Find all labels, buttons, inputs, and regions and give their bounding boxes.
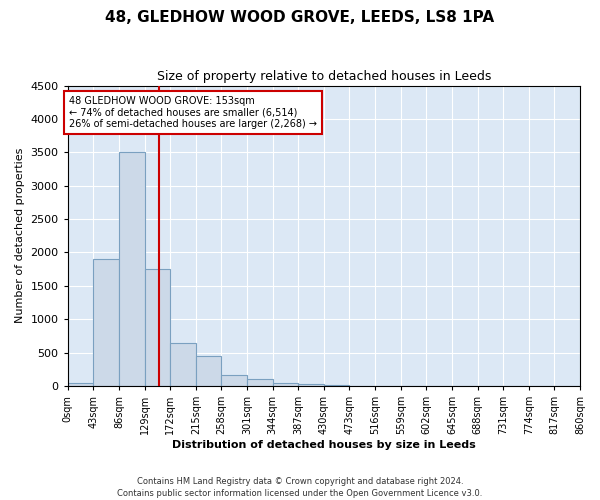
Text: 48 GLEDHOW WOOD GROVE: 153sqm
← 74% of detached houses are smaller (6,514)
26% o: 48 GLEDHOW WOOD GROVE: 153sqm ← 74% of d… (69, 96, 317, 129)
Bar (119, 152, 145, 386)
Title: Size of property relative to detached houses in Leeds: Size of property relative to detached ho… (157, 70, 491, 83)
Text: 48, GLEDHOW WOOD GROVE, LEEDS, LS8 1PA: 48, GLEDHOW WOOD GROVE, LEEDS, LS8 1PA (106, 10, 494, 25)
Bar (68, 382, 94, 386)
Bar (272, 382, 298, 386)
Y-axis label: Number of detached properties: Number of detached properties (15, 148, 25, 324)
Bar (221, 375, 247, 386)
X-axis label: Distribution of detached houses by size in Leeds: Distribution of detached houses by size … (172, 440, 476, 450)
Bar (247, 380, 272, 386)
Bar (94, 259, 119, 386)
Bar (324, 385, 349, 386)
Bar (170, 342, 196, 386)
Bar (196, 356, 221, 386)
Bar (298, 384, 324, 386)
Text: Contains HM Land Registry data © Crown copyright and database right 2024.
Contai: Contains HM Land Registry data © Crown c… (118, 476, 482, 498)
Bar (145, 269, 170, 386)
